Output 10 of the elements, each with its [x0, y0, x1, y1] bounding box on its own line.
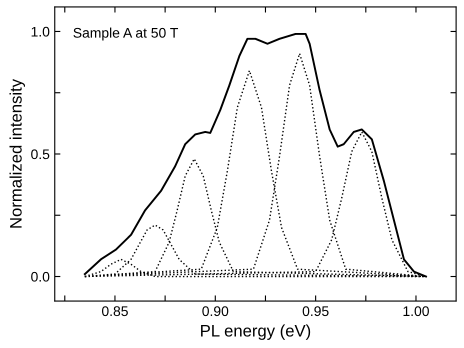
x-tick-label: 0.90: [202, 306, 228, 316]
y-tick-label: 0.0: [31, 272, 50, 282]
x-tick-label: 0.85: [102, 306, 128, 316]
x-axis-title: PL energy (eV): [201, 324, 310, 340]
annotation: Sample A at 50 T: [73, 28, 178, 40]
y-tick-label: 1.0: [32, 26, 50, 37]
x-tick-label: 0.95: [302, 306, 329, 316]
x-tick-label: 1.00: [404, 306, 429, 316]
y-axis-title: Normalized intensity: [9, 78, 26, 228]
y-tick-label: 0.5: [31, 149, 50, 160]
